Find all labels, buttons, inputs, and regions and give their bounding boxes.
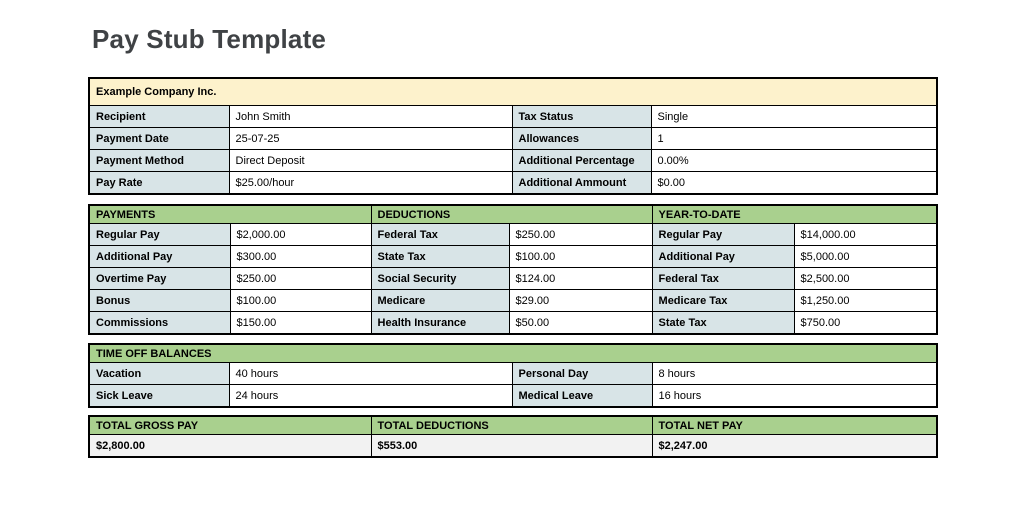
ytd-label: Additional Pay xyxy=(651,245,795,268)
table-row: $2,800.00 $553.00 $2,247.00 xyxy=(88,434,938,458)
totals-table: TOTAL GROSS PAY TOTAL DEDUCTIONS TOTAL N… xyxy=(88,415,938,458)
ytd-value: $5,000.00 xyxy=(793,245,938,268)
ytd-value: $1,250.00 xyxy=(793,289,938,312)
vacation-label: Vacation xyxy=(88,362,230,385)
additional-amount-value: $0.00 xyxy=(650,171,938,195)
deduction-label: Federal Tax xyxy=(370,223,510,246)
recipient-label: Recipient xyxy=(88,105,230,128)
ytd-value: $750.00 xyxy=(793,311,938,335)
page-title: Pay Stub Template xyxy=(92,24,327,54)
payment-date-label: Payment Date xyxy=(88,127,230,150)
deductions-section-header: DEDUCTIONS xyxy=(370,204,653,224)
deduction-label: Health Insurance xyxy=(370,311,510,335)
total-deductions-header: TOTAL DEDUCTIONS xyxy=(370,415,653,435)
table-row: Vacation 40 hours Personal Day 8 hours xyxy=(88,362,938,385)
payment-label: Regular Pay xyxy=(88,223,231,246)
sick-leave-label: Sick Leave xyxy=(88,384,230,408)
deduction-value: $29.00 xyxy=(508,289,653,312)
employee-info-table: Example Company Inc. Recipient John Smit… xyxy=(88,77,938,195)
table-row: Regular Pay $2,000.00 Federal Tax $250.0… xyxy=(88,223,938,246)
tax-status-value: Single xyxy=(650,105,938,128)
earnings-table: PAYMENTS DEDUCTIONS YEAR-TO-DATE Regular… xyxy=(88,204,939,335)
recipient-value: John Smith xyxy=(228,105,513,128)
medical-leave-value: 16 hours xyxy=(651,384,938,408)
table-row: Sick Leave 24 hours Medical Leave 16 hou… xyxy=(88,384,938,408)
deduction-value: $50.00 xyxy=(508,311,653,335)
payment-method-value: Direct Deposit xyxy=(228,149,513,172)
ytd-label: Medicare Tax xyxy=(651,289,795,312)
additional-percentage-value: 0.00% xyxy=(650,149,938,172)
time-off-section-header: TIME OFF BALANCES xyxy=(88,343,938,363)
company-header-row: Example Company Inc. xyxy=(88,77,938,106)
allowances-value: 1 xyxy=(650,127,938,150)
tax-status-label: Tax Status xyxy=(511,105,652,128)
table-row: Payment Method Direct Deposit Additional… xyxy=(88,149,938,172)
payments-section-header: PAYMENTS xyxy=(88,204,372,224)
deduction-value: $250.00 xyxy=(508,223,653,246)
medical-leave-label: Medical Leave xyxy=(511,384,653,408)
vacation-value: 40 hours xyxy=(228,362,513,385)
pay-rate-value: $25.00/hour xyxy=(228,171,513,195)
ytd-label: State Tax xyxy=(651,311,795,335)
time-off-table: TIME OFF BALANCES Vacation 40 hours Pers… xyxy=(88,343,938,408)
table-row: Payment Date 25-07-25 Allowances 1 xyxy=(88,127,938,150)
payment-method-label: Payment Method xyxy=(88,149,230,172)
payment-label: Bonus xyxy=(88,289,231,312)
payment-value: $150.00 xyxy=(229,311,372,335)
table-row: Commissions $150.00 Health Insurance $50… xyxy=(88,311,938,335)
deduction-label: Medicare xyxy=(370,289,510,312)
personal-day-value: 8 hours xyxy=(651,362,938,385)
payment-value: $100.00 xyxy=(229,289,372,312)
total-net-pay-value: $2,247.00 xyxy=(651,434,938,458)
section-header-row: TOTAL GROSS PAY TOTAL DEDUCTIONS TOTAL N… xyxy=(88,415,938,435)
deduction-label: Social Security xyxy=(370,267,510,290)
total-gross-pay-value: $2,800.00 xyxy=(88,434,372,458)
section-header-row: TIME OFF BALANCES xyxy=(88,343,938,363)
table-row: Bonus $100.00 Medicare $29.00 Medicare T… xyxy=(88,289,938,312)
ytd-section-header: YEAR-TO-DATE xyxy=(651,204,938,224)
table-row: Overtime Pay $250.00 Social Security $12… xyxy=(88,267,938,290)
total-deductions-value: $553.00 xyxy=(370,434,653,458)
payment-value: $250.00 xyxy=(229,267,372,290)
ytd-value: $2,500.00 xyxy=(793,267,938,290)
payment-label: Additional Pay xyxy=(88,245,231,268)
table-row: Additional Pay $300.00 State Tax $100.00… xyxy=(88,245,938,268)
allowances-label: Allowances xyxy=(511,127,652,150)
sick-leave-value: 24 hours xyxy=(228,384,513,408)
deduction-label: State Tax xyxy=(370,245,510,268)
total-gross-pay-header: TOTAL GROSS PAY xyxy=(88,415,372,435)
pay-rate-label: Pay Rate xyxy=(88,171,230,195)
table-row: Pay Rate $25.00/hour Additional Ammount … xyxy=(88,171,938,195)
payment-label: Overtime Pay xyxy=(88,267,231,290)
payment-date-value: 25-07-25 xyxy=(228,127,513,150)
total-net-pay-header: TOTAL NET PAY xyxy=(651,415,938,435)
payment-value: $2,000.00 xyxy=(229,223,372,246)
table-row: Recipient John Smith Tax Status Single xyxy=(88,105,938,128)
company-name: Example Company Inc. xyxy=(88,77,938,106)
payment-value: $300.00 xyxy=(229,245,372,268)
payment-label: Commissions xyxy=(88,311,231,335)
additional-amount-label: Additional Ammount xyxy=(511,171,652,195)
section-header-row: PAYMENTS DEDUCTIONS YEAR-TO-DATE xyxy=(88,204,938,224)
additional-percentage-label: Additional Percentage xyxy=(511,149,652,172)
deduction-value: $100.00 xyxy=(508,245,653,268)
deduction-value: $124.00 xyxy=(508,267,653,290)
ytd-value: $14,000.00 xyxy=(793,223,938,246)
ytd-label: Regular Pay xyxy=(651,223,795,246)
ytd-label: Federal Tax xyxy=(651,267,795,290)
personal-day-label: Personal Day xyxy=(511,362,653,385)
